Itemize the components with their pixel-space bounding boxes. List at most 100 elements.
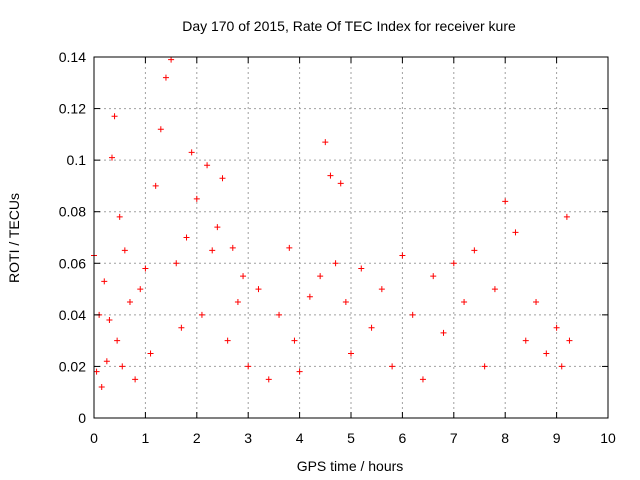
data-point [255, 286, 262, 293]
data-point [229, 244, 236, 251]
y-axis-label: ROTI / TECUs [6, 193, 22, 283]
data-point [566, 337, 573, 344]
plot-frame [93, 56, 609, 419]
data-point [322, 139, 329, 146]
data-point [162, 74, 169, 81]
y-tick-label: 0.14 [59, 49, 86, 65]
data-point [240, 273, 247, 280]
data-point [317, 273, 324, 280]
y-tick-label: 0.08 [59, 204, 86, 220]
data-point [119, 363, 126, 370]
data-point [342, 298, 349, 305]
data-point [209, 247, 216, 254]
data-point [137, 286, 144, 293]
data-point [103, 358, 110, 365]
data-point [409, 311, 416, 318]
y-tick-label: 0.06 [59, 255, 86, 271]
data-point [147, 350, 154, 357]
data-point [296, 368, 303, 375]
data-point [214, 224, 221, 231]
data-point [183, 234, 190, 241]
data-point [502, 198, 509, 205]
data-point [116, 213, 123, 220]
data-point [173, 260, 180, 267]
data-point [522, 337, 529, 344]
data-point [337, 180, 344, 187]
data-point [440, 329, 447, 336]
data-point [204, 162, 211, 169]
y-tick-label: 0.1 [67, 152, 87, 168]
x-tick-label: 5 [347, 430, 355, 446]
data-point [543, 350, 550, 357]
data-point [389, 363, 396, 370]
x-tick-label: 1 [142, 430, 150, 446]
data-point [126, 298, 133, 305]
data-point [533, 298, 540, 305]
data-point [368, 324, 375, 331]
data-point [178, 324, 185, 331]
data-point [461, 298, 468, 305]
data-point [276, 311, 283, 318]
x-tick-label: 9 [553, 430, 561, 446]
y-tick-label: 0 [78, 410, 86, 426]
data-point [108, 154, 115, 161]
data-point [419, 376, 426, 383]
data-point [558, 363, 565, 370]
x-tick-label: 0 [90, 430, 98, 446]
data-point [198, 311, 205, 318]
data-point [332, 260, 339, 267]
data-point [168, 56, 175, 63]
x-tick-label: 8 [501, 430, 509, 446]
data-point [327, 172, 334, 179]
data-point [286, 244, 293, 251]
data-point [471, 247, 478, 254]
data-point [306, 293, 313, 300]
data-point [224, 337, 231, 344]
y-tick-label: 0.02 [59, 358, 86, 374]
data-point [121, 247, 128, 254]
x-axis-label: GPS time / hours [297, 458, 404, 474]
chart-title: Day 170 of 2015, Rate Of TEC Index for r… [182, 18, 516, 34]
data-point [142, 265, 149, 272]
data-point [101, 278, 108, 285]
x-tick-label: 7 [450, 430, 458, 446]
data-point [430, 273, 437, 280]
data-point [157, 126, 164, 133]
x-tick-label: 6 [399, 430, 407, 446]
y-tick-label: 0.12 [59, 101, 86, 117]
data-point [193, 195, 200, 202]
data-point [512, 229, 519, 236]
data-point [378, 286, 385, 293]
data-point [358, 265, 365, 272]
y-tick-labels: 0 0.02 0.04 0.06 0.08 0.1 0.12 0.14 [59, 49, 86, 426]
data-point [491, 286, 498, 293]
grid-lines [94, 57, 608, 418]
data-point [111, 113, 118, 120]
y-tick-label: 0.04 [59, 307, 86, 323]
data-point [188, 149, 195, 156]
data-point [219, 175, 226, 182]
x-tick-labels: 0 1 2 3 4 5 6 7 8 9 10 [90, 430, 616, 446]
data-point [481, 363, 488, 370]
data-point [265, 376, 272, 383]
data-point [291, 337, 298, 344]
data-point [348, 350, 354, 357]
data-point [563, 213, 570, 220]
data-point [553, 324, 560, 331]
x-tick-label: 2 [193, 430, 201, 446]
data-point [234, 298, 241, 305]
x-tick-label: 3 [244, 430, 252, 446]
data-point [93, 368, 100, 375]
data-point [399, 252, 406, 259]
data-point [245, 363, 252, 370]
data-point [450, 260, 457, 267]
data-point [98, 384, 105, 391]
x-tick-label: 10 [600, 430, 616, 446]
data-point [132, 376, 139, 383]
data-point [106, 317, 113, 324]
data-point [152, 182, 159, 189]
data-point [114, 337, 121, 344]
x-tick-label: 4 [296, 430, 304, 446]
